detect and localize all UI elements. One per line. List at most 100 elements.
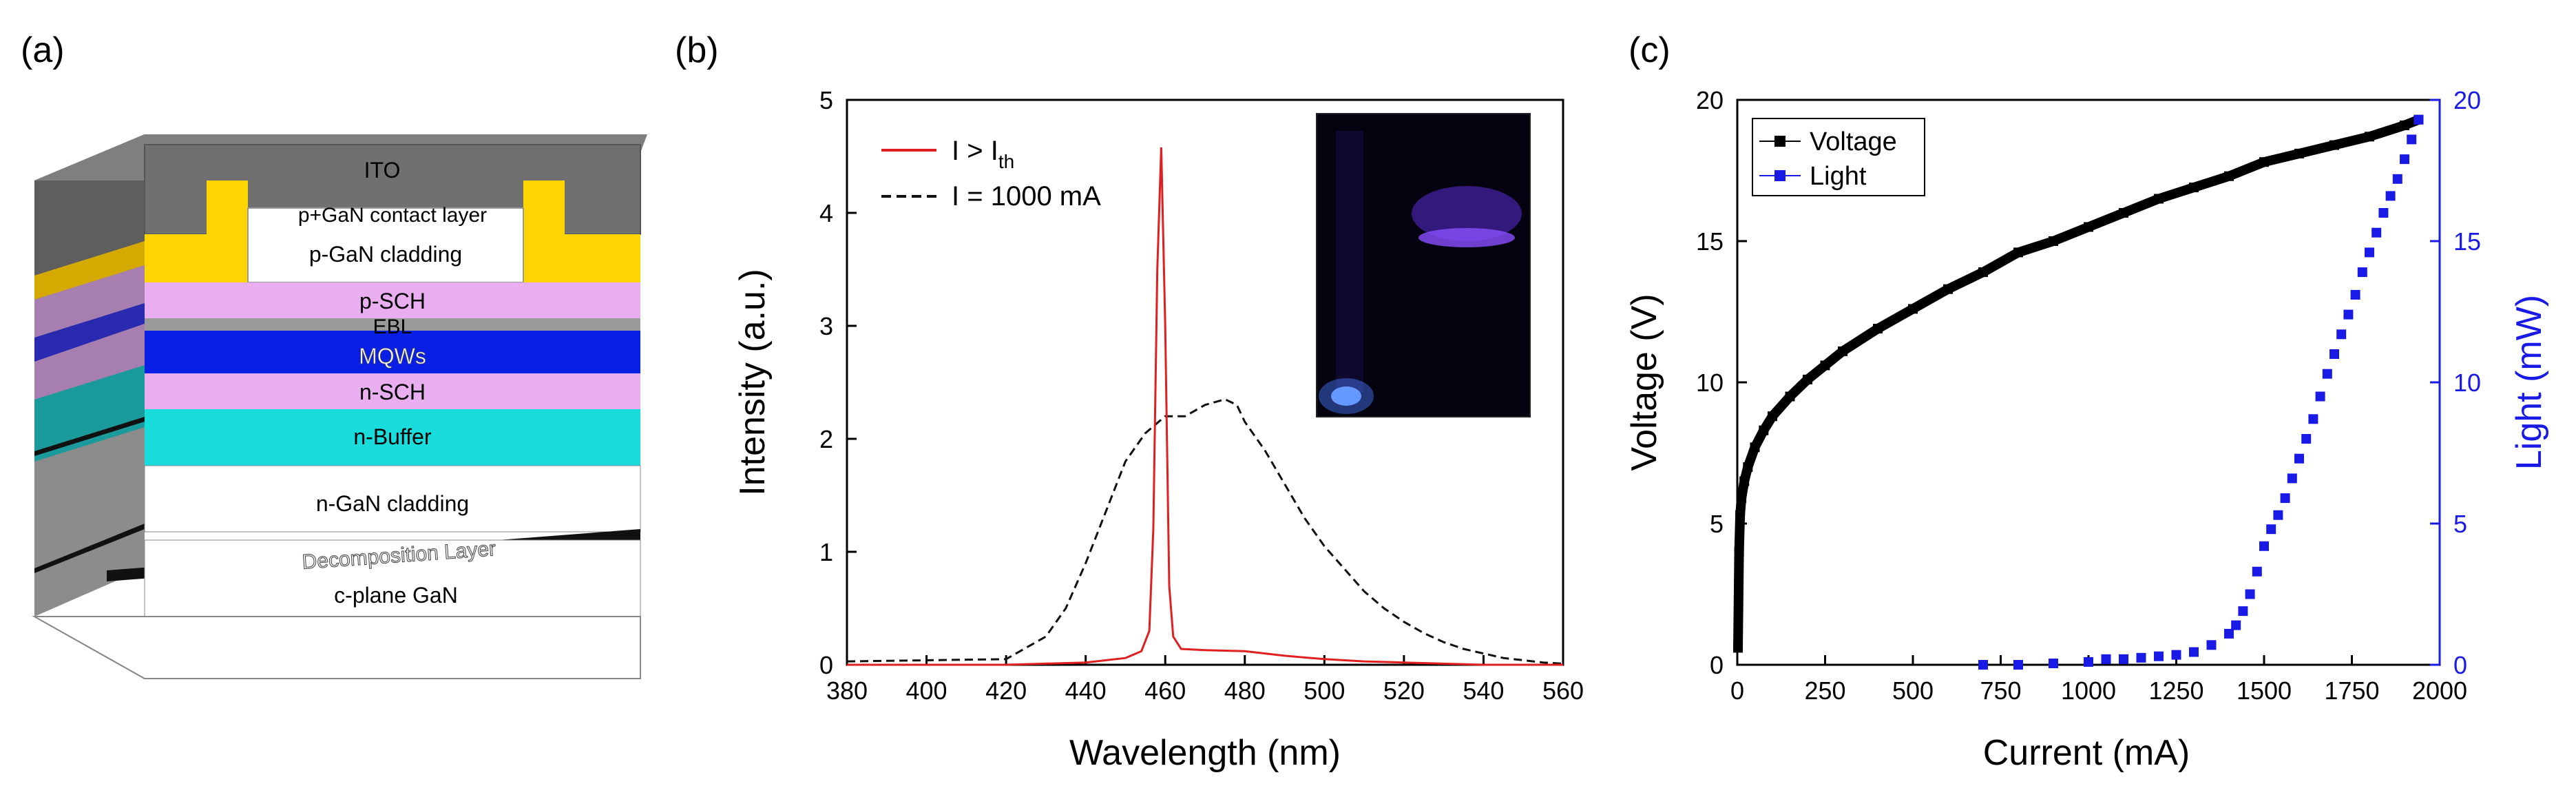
liv-xtick-label: 1500 [2237,676,2292,705]
voltage-point [2365,132,2374,142]
inset-dark-column [1336,131,1363,393]
stack-bottom-face [32,616,641,679]
light-point [2378,208,2389,218]
light-point [2119,654,2128,664]
layer-n-buffer [145,409,640,466]
voltage-point [1739,476,1750,486]
spectrum-xtick-label: 380 [826,676,868,705]
legend-swatch-light-marker [1774,170,1786,181]
legend-label-lasing: I > Ith [952,136,1014,172]
spectrum-ytick-label: 0 [819,651,833,679]
voltage-point [1743,462,1753,472]
light-point [2357,267,2367,278]
layer-p-cladding [247,207,524,283]
voltage-point [2013,247,2023,258]
label-ebl: EBL [373,316,412,338]
liv-ylabel-left: Voltage (V) [1624,293,1664,471]
voltage-point [2154,194,2164,204]
voltage-point [1873,324,1883,334]
spectrum-ytick-label: 5 [819,86,833,114]
stack-side-mqw [34,303,145,362]
light-point [2266,524,2276,535]
light-point [2301,434,2312,444]
spectrum-xlabel: Wavelength (nm) [1069,733,1341,773]
light-point [2101,654,2111,664]
liv-ytick-left-label: 20 [1696,86,1724,114]
inset-laser-halo [1319,378,1374,414]
inset-glow-band [1418,228,1515,247]
light-point [2049,659,2058,668]
label-substrate: c-plane GaN [334,583,458,608]
inset-glow-ring [1412,186,1522,241]
liv-xtick-label: 1750 [2324,676,2379,705]
voltage-point [1943,284,1953,294]
light-point [2273,510,2283,520]
stack-side-decomp-1 [34,417,145,456]
liv-xtick-label: 250 [1804,676,1845,705]
voltage-point [1768,411,1777,422]
liv-chart: 0 250 500 750 1000 1250 1500 1750 20000510152005… [1624,86,2549,773]
liv-ytick-right-label: 15 [2453,227,2481,256]
inset-laser-spot [1331,386,1361,406]
liv-ytick-left-label: 0 [1710,651,1724,679]
layer-n-cladding [144,465,641,533]
voltage-point [1734,547,1744,557]
light-point [2329,349,2339,359]
label-ito: ITO [364,158,401,183]
spectrum-ytick-label: 4 [819,199,833,227]
inset-laser-photo [1316,113,1531,417]
light-point [2238,606,2248,617]
light-point [1978,660,1988,670]
voltage-point [1750,442,1760,453]
light-point [2013,660,2023,670]
label-n-buffer: n-Buffer [353,424,432,449]
voltage-point [1737,493,1747,504]
layer-ebl [145,318,640,331]
light-point [2308,414,2318,424]
light-point [2407,134,2417,145]
voltage-point [1803,374,1812,384]
legend-label-voltage: Voltage [1810,127,1897,156]
spectrum-ytick-label: 1 [819,538,833,566]
liv-legend-box [1752,118,1925,196]
liv-ytick-left-label: 5 [1710,510,1724,538]
voltage-point [1759,425,1769,435]
spectrum-ytick-label: 2 [819,425,833,453]
spectrum-xtick-label: 420 [985,676,1027,705]
light-point [2287,473,2297,484]
spectrum-xtick-label: 440 [1065,676,1107,705]
stack-side-buffer [34,365,145,462]
light-point [2322,369,2332,379]
voltage-point [1735,510,1746,520]
series-lasing-line [847,147,1563,666]
liv-xtick-label: 750 [1980,676,2021,705]
label-p-cladding: p-GaN cladding [309,242,462,267]
voltage-point [1733,643,1743,653]
layer-p-sch [145,282,640,318]
spectrum-ylabel: Intensity (a.u.) [733,269,773,495]
spectrum-chart: 380 400 420 440 460 480 500 520 540 560 0 1 2 3 4 5 Wav… [733,86,1584,773]
liv-xtick-label: 500 [1892,676,1934,705]
light-point [2315,391,2325,402]
light-point [2365,247,2374,258]
panel-label-c: (c) [1629,30,1671,70]
stack-side-contact [34,241,145,300]
light-point [2224,628,2234,639]
label-n-sch: n-SCH [359,380,426,404]
light-point [2171,650,2181,660]
spectrum-series [846,147,1564,666]
liv-xtick-label: 2000 [2412,676,2467,705]
series-voltage-line [1733,115,2421,648]
voltage-point [2259,157,2269,167]
panel-label-a: (a) [21,30,65,70]
label-p-sch: p-SCH [359,289,426,313]
voltage-point [2400,120,2409,130]
voltage-point [1820,360,1830,371]
light-point [2294,453,2304,464]
legend-swatch-voltage-marker [1774,136,1786,147]
spectrum-xtick-label: 560 [1542,676,1584,705]
stack-side-decomp-2 [34,524,145,573]
liv-ytick-left-label: 15 [1696,227,1724,256]
light-point [2189,647,2199,657]
light-point [2252,566,2262,577]
